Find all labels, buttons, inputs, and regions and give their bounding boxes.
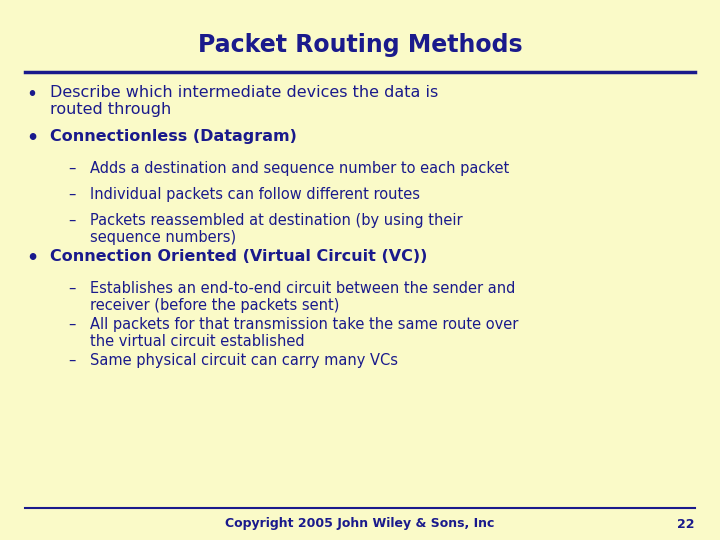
Text: Copyright 2005 John Wiley & Sons, Inc: Copyright 2005 John Wiley & Sons, Inc <box>225 517 495 530</box>
Text: Connection Oriented (Virtual Circuit (VC)): Connection Oriented (Virtual Circuit (VC… <box>50 249 428 264</box>
Text: Individual packets can follow different routes: Individual packets can follow different … <box>90 187 420 202</box>
Text: Describe which intermediate devices the data is
routed through: Describe which intermediate devices the … <box>50 85 438 117</box>
Text: 22: 22 <box>678 517 695 530</box>
Text: Adds a destination and sequence number to each packet: Adds a destination and sequence number t… <box>90 161 509 176</box>
Text: Connectionless (Datagram): Connectionless (Datagram) <box>50 129 297 144</box>
Text: •: • <box>27 85 37 104</box>
Text: –: – <box>68 213 76 228</box>
Text: –: – <box>68 281 76 296</box>
Text: –: – <box>68 161 76 176</box>
Text: Same physical circuit can carry many VCs: Same physical circuit can carry many VCs <box>90 353 398 368</box>
Text: Packets reassembled at destination (by using their
sequence numbers): Packets reassembled at destination (by u… <box>90 213 463 245</box>
Text: All packets for that transmission take the same route over
the virtual circuit e: All packets for that transmission take t… <box>90 317 518 349</box>
Text: Establishes an end-to-end circuit between the sender and
receiver (before the pa: Establishes an end-to-end circuit betwee… <box>90 281 516 313</box>
Text: –: – <box>68 353 76 368</box>
Text: •: • <box>26 249 38 268</box>
Text: Packet Routing Methods: Packet Routing Methods <box>198 33 522 57</box>
Text: –: – <box>68 317 76 332</box>
Text: –: – <box>68 187 76 202</box>
Text: •: • <box>26 129 38 148</box>
